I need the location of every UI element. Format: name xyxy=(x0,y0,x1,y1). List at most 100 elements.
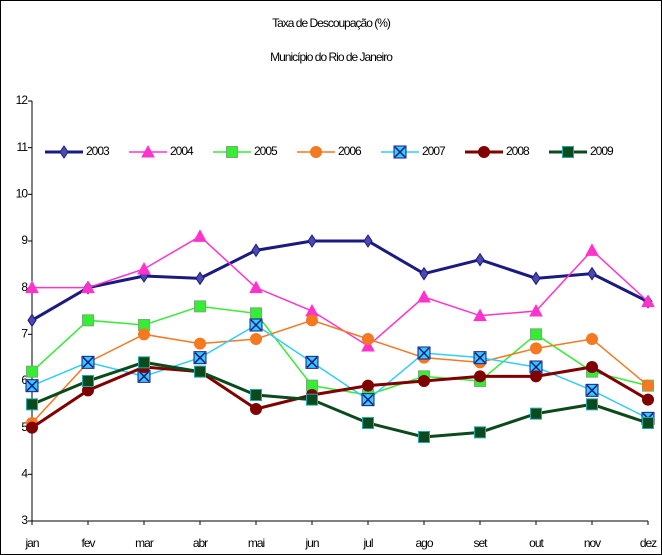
marker-cross xyxy=(82,356,94,368)
point xyxy=(250,307,262,320)
point xyxy=(193,229,207,242)
point xyxy=(250,333,262,345)
point xyxy=(417,289,431,303)
x-tick-label: abr xyxy=(193,536,208,550)
point xyxy=(530,328,542,341)
point xyxy=(250,403,262,415)
series-line xyxy=(31,360,649,439)
point xyxy=(587,266,597,281)
point xyxy=(586,398,598,411)
point xyxy=(418,431,430,443)
point xyxy=(362,379,374,392)
marker-cross xyxy=(586,384,598,396)
point xyxy=(419,266,429,281)
x-tick-label: jun xyxy=(304,536,318,550)
point xyxy=(82,375,94,387)
x-tick-label: mai xyxy=(248,536,265,550)
marker-cross xyxy=(194,352,206,364)
x-tick-label: ago xyxy=(415,536,433,550)
point xyxy=(474,426,486,439)
point xyxy=(81,280,95,294)
legend-label: 2007 xyxy=(422,144,446,158)
point xyxy=(195,271,205,286)
marker-cross xyxy=(26,380,38,392)
legend-marker xyxy=(141,144,155,158)
point xyxy=(251,243,261,258)
y-tick-label: 10 xyxy=(16,187,29,201)
point xyxy=(531,271,541,286)
chart-subtitle: Município do Rio de Janeiro xyxy=(270,50,393,64)
point xyxy=(25,280,39,294)
chart-title: Taxa de Descoupação (%) xyxy=(272,16,391,30)
point xyxy=(138,356,150,369)
y-tick-label: 4 xyxy=(21,467,28,481)
point xyxy=(586,361,598,373)
y-tick-label: 8 xyxy=(21,280,28,294)
x-tick-label: jul xyxy=(362,536,372,550)
point xyxy=(641,294,655,308)
point xyxy=(586,333,598,345)
legend-label: 2009 xyxy=(590,144,614,158)
point xyxy=(530,370,542,383)
legend-label: 2008 xyxy=(506,144,530,158)
point xyxy=(194,300,206,313)
legend-marker xyxy=(562,146,574,158)
marker-cross xyxy=(474,352,486,364)
legend-label: 2004 xyxy=(170,144,194,158)
marker-cross xyxy=(138,370,150,382)
y-tick-label: 9 xyxy=(21,233,28,247)
point xyxy=(249,280,263,294)
series-line xyxy=(32,235,649,347)
point xyxy=(27,313,37,328)
marker-cross xyxy=(418,347,430,359)
point xyxy=(529,303,543,317)
legend-marker xyxy=(478,146,490,158)
point xyxy=(642,379,654,392)
point xyxy=(26,365,38,378)
point xyxy=(530,407,542,420)
point xyxy=(475,252,485,267)
point xyxy=(530,342,542,355)
legend-label: 2005 xyxy=(254,144,278,158)
legend-marker xyxy=(310,146,322,158)
point xyxy=(362,417,374,429)
point xyxy=(362,333,374,345)
point xyxy=(418,375,430,387)
y-tick-label: 6 xyxy=(21,373,28,387)
series-line xyxy=(31,365,649,429)
series-line xyxy=(31,319,649,424)
point xyxy=(363,234,373,248)
point xyxy=(642,393,654,406)
x-tick-label: out xyxy=(529,536,544,550)
x-tick-label: nov xyxy=(584,536,601,550)
series-line xyxy=(31,239,649,322)
legend-label: 2006 xyxy=(338,144,362,158)
legend-label: 2003 xyxy=(86,144,110,158)
point xyxy=(26,421,38,434)
point xyxy=(306,314,318,327)
point xyxy=(474,370,486,383)
marker-cross xyxy=(394,146,406,158)
point xyxy=(82,314,94,327)
x-tick-label: dez xyxy=(640,536,657,550)
y-tick-label: 5 xyxy=(21,420,28,434)
point xyxy=(307,234,317,248)
point xyxy=(306,393,318,406)
y-tick-label: 12 xyxy=(16,93,29,107)
legend-marker xyxy=(226,146,238,158)
x-tick-label: jan xyxy=(24,536,38,550)
x-tick-label: mar xyxy=(135,536,154,550)
point xyxy=(138,328,150,341)
point xyxy=(473,308,487,322)
marker-cross xyxy=(250,319,262,331)
y-tick-label: 3 xyxy=(21,513,28,527)
point xyxy=(26,398,38,411)
marker-cross xyxy=(530,361,542,373)
legend-marker xyxy=(59,145,69,159)
point xyxy=(194,365,206,378)
y-tick-label: 7 xyxy=(21,327,28,341)
y-tick-label: 11 xyxy=(17,140,29,154)
x-tick-label: set xyxy=(473,536,488,550)
point xyxy=(250,389,262,401)
